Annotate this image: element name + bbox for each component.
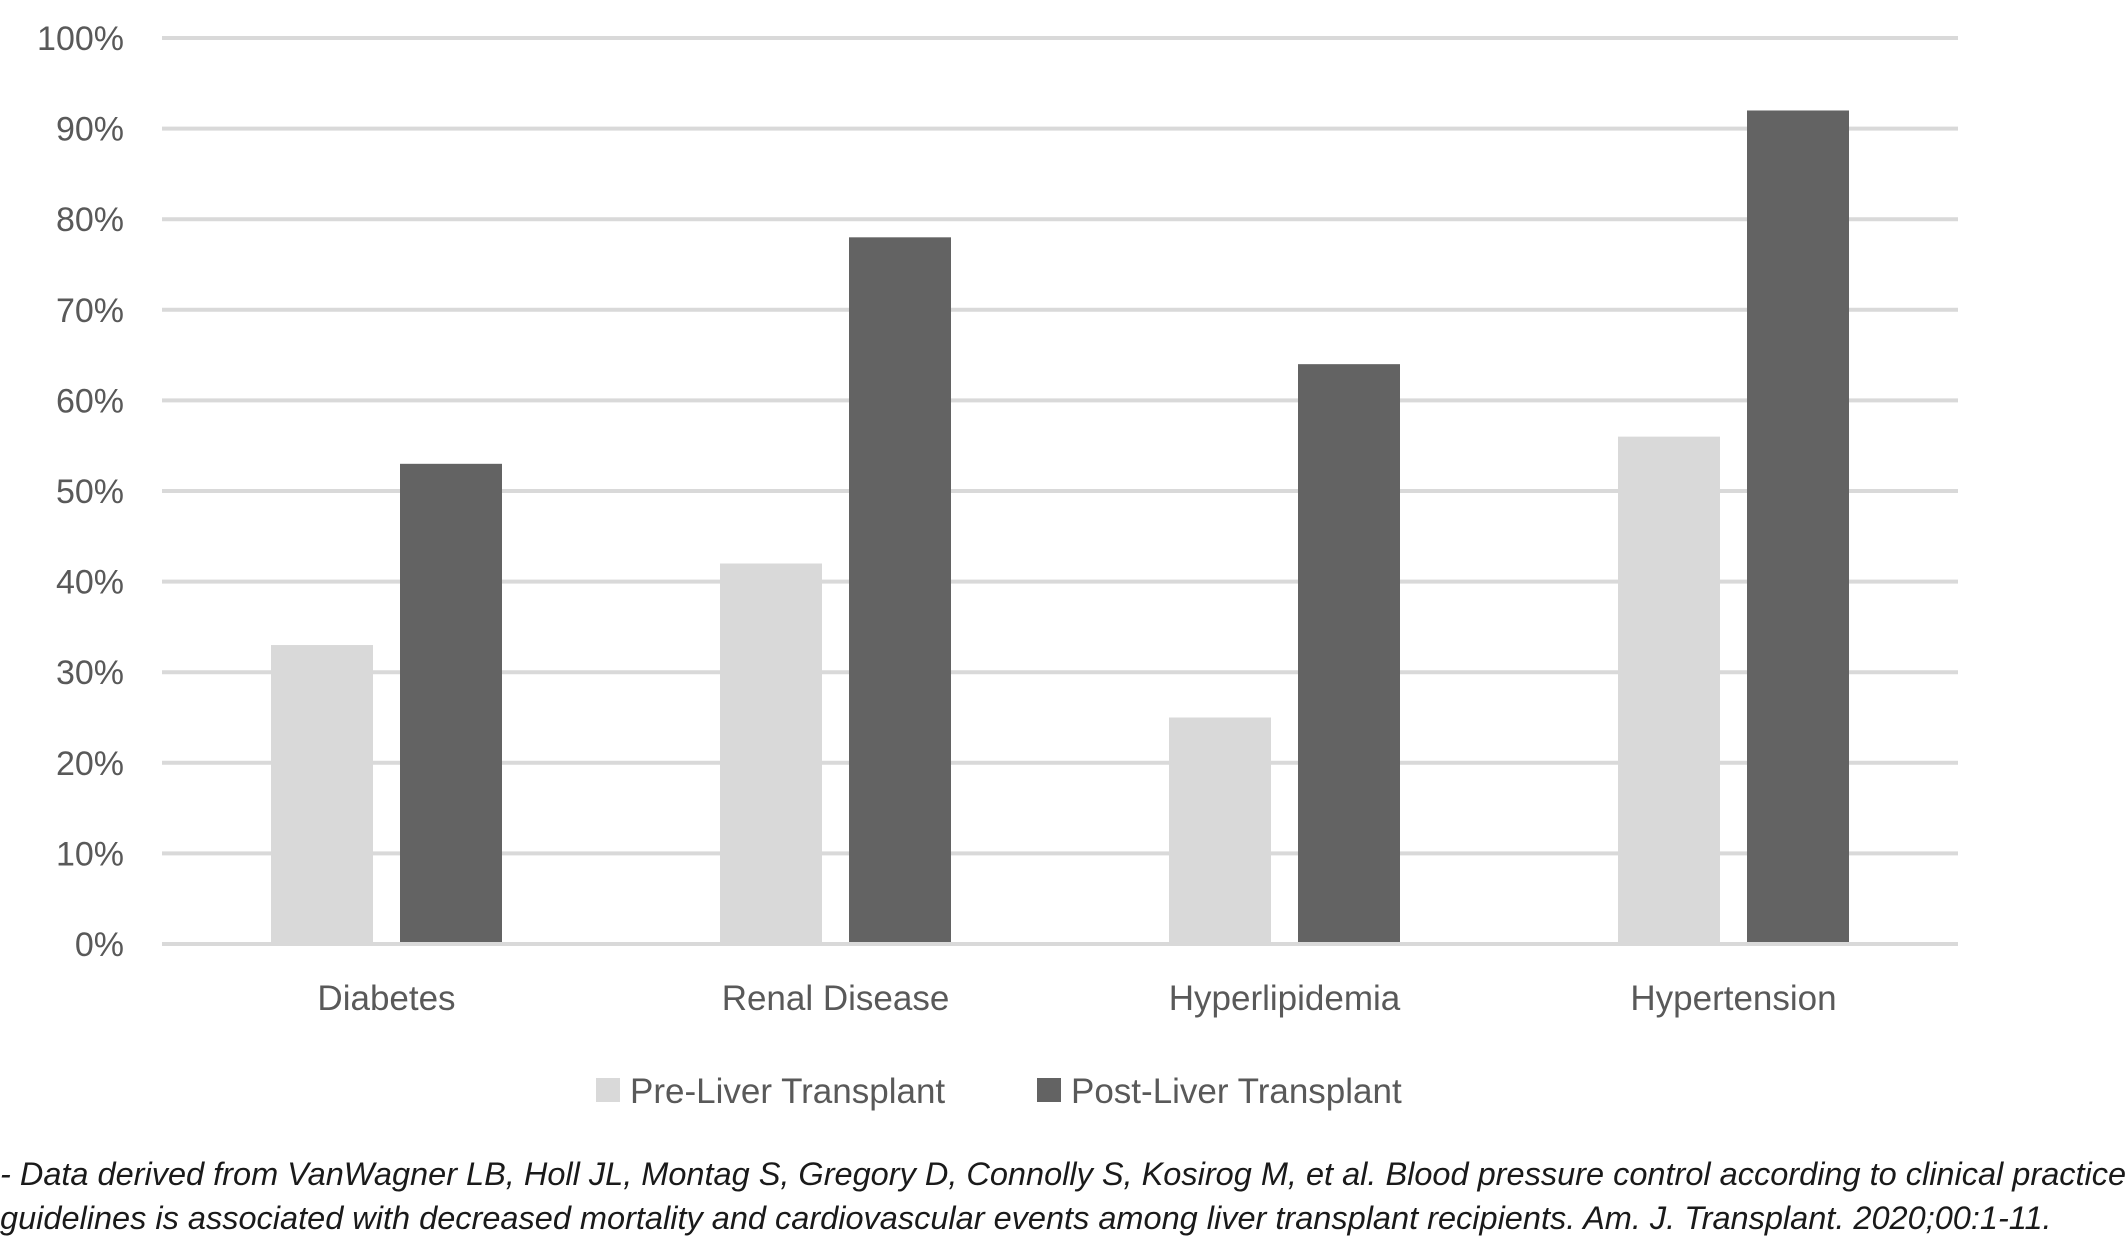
y-tick-label: 20% xyxy=(56,745,124,783)
x-category-label: Diabetes xyxy=(317,979,455,1018)
legend-label: Post-Liver Transplant xyxy=(1071,1072,1402,1111)
legend-label: Pre-Liver Transplant xyxy=(630,1072,945,1111)
y-tick-label: 60% xyxy=(56,382,124,420)
y-tick-label: 10% xyxy=(56,835,124,873)
bar-post-diabetes xyxy=(400,463,502,942)
y-tick-label: 80% xyxy=(56,201,124,239)
legend-swatch xyxy=(1037,1078,1061,1102)
caption-line-1: - Data derived from VanWagner LB, Holl J… xyxy=(0,1156,2127,1192)
bar-post-hypertension xyxy=(1747,110,1849,943)
bar-pre-hypertension xyxy=(1618,436,1720,942)
bar-pre-diabetes xyxy=(271,645,373,942)
x-category-label: Hyperlipidemia xyxy=(1169,979,1401,1018)
y-tick-label: 70% xyxy=(56,292,124,330)
bars xyxy=(271,110,1849,943)
y-axis-tick-labels: 0% 10% 20% 30% 40% 50% 60% 70% 80% 90% 100% xyxy=(37,20,124,964)
y-tick-label: 30% xyxy=(56,654,124,692)
x-axis-category-labels: Diabetes Renal Disease Hyperlipidemia Hyper… xyxy=(317,979,1836,1018)
bar-pre-hyperlipidemia xyxy=(1169,717,1271,942)
caption-line-2: guidelines is associated with decreased … xyxy=(0,1200,2052,1236)
bar-post-renal-disease xyxy=(849,237,951,942)
source-caption: - Data derived from VanWagner LB, Holl J… xyxy=(0,1152,2128,1240)
legend-swatch xyxy=(596,1078,620,1102)
y-tick-label: 100% xyxy=(37,20,124,58)
y-tick-label: 0% xyxy=(75,926,124,964)
bar-post-hyperlipidemia xyxy=(1298,364,1400,942)
legend: Pre-Liver Transplant Post-Liver Transplan… xyxy=(596,1072,1402,1111)
x-category-label: Hypertension xyxy=(1630,979,1836,1018)
y-tick-label: 90% xyxy=(56,111,124,149)
bar-chart: 0% 10% 20% 30% 40% 50% 60% 70% 80% 90% 100% Diabet… xyxy=(37,20,1958,1111)
y-tick-label: 50% xyxy=(56,473,124,511)
y-tick-label: 40% xyxy=(56,564,124,602)
bar-pre-renal-disease xyxy=(720,563,822,942)
x-category-label: Renal Disease xyxy=(722,979,950,1018)
